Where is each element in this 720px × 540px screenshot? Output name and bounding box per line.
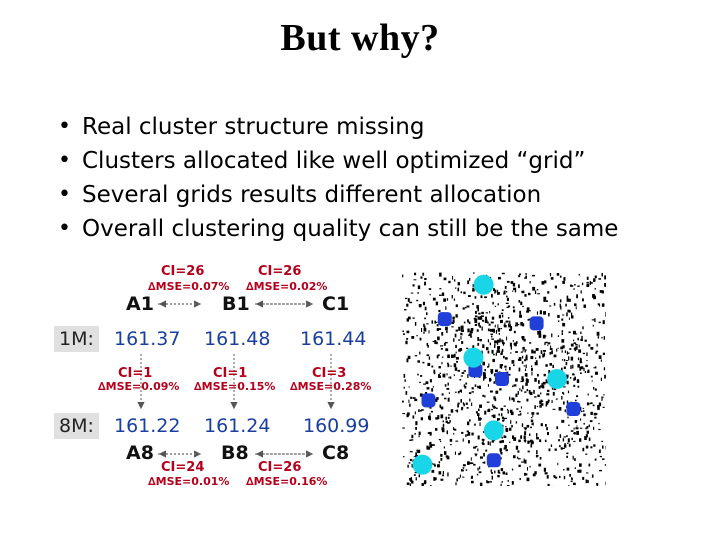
mse-value: 161.44: [300, 328, 367, 350]
row-label-8m: 8M:: [54, 413, 99, 439]
centroid-dark-marker: [495, 372, 509, 386]
centroid-light-marker: [473, 274, 494, 295]
mse-value: 161.22: [114, 415, 181, 437]
cluster-scatter-image: [402, 272, 608, 489]
clustering-comparison-diagram: CI=26 ∆MSE=0.07% CI=26 ∆MSE=0.02% A1 B1 …: [40, 258, 395, 498]
mse-label: ∆MSE=0.15%: [194, 380, 276, 393]
mse-value: 161.24: [204, 415, 271, 437]
node-label: B1: [222, 293, 250, 315]
bullet-dot-icon: •: [58, 114, 71, 139]
bullet-text: Several grids results different allocati…: [82, 182, 542, 208]
bullet-dot-icon: •: [58, 216, 71, 241]
ci-label: CI=1: [118, 366, 153, 381]
ci-label: CI=24: [161, 460, 205, 475]
centroid-dark-marker: [421, 393, 436, 408]
node-label: C8: [322, 442, 350, 464]
ci-label: CI=1: [213, 366, 248, 381]
bullet-item: • Clusters allocated like well optimized …: [58, 144, 618, 178]
ci-label: CI=3: [312, 366, 347, 381]
scatter-plot: [402, 272, 608, 489]
centroid-dark-marker: [437, 312, 452, 327]
bullet-item: • Overall clustering quality can still be…: [58, 212, 618, 246]
centroid-dark-marker: [486, 453, 501, 468]
bullet-text: Clusters allocated like well optimized “…: [82, 148, 586, 174]
node-label: C1: [322, 293, 350, 315]
ci-label: CI=26: [258, 264, 302, 279]
centroid-light-marker: [412, 454, 433, 475]
bullet-list: • Real cluster structure missing • Cluster…: [58, 110, 618, 246]
node-label: B8: [221, 442, 249, 464]
centroid-light-marker: [463, 347, 484, 368]
bullet-dot-icon: •: [58, 182, 71, 207]
mse-label: ∆MSE=0.09%: [98, 380, 180, 393]
noise-points: [402, 272, 608, 489]
centroid-light-marker: [547, 369, 567, 389]
mse-label: ∆MSE=0.02%: [246, 280, 328, 293]
row-label-1m: 1M:: [54, 326, 99, 352]
mse-label: ∆MSE=0.01%: [148, 475, 230, 488]
bullet-item: • Real cluster structure missing: [58, 110, 618, 144]
node-label: A8: [126, 442, 154, 464]
mse-label: ∆MSE=0.16%: [246, 475, 328, 488]
bullet-item: • Several grids results different allocat…: [58, 178, 618, 212]
slide-title: But why?: [280, 17, 440, 59]
bullet-text: Real cluster structure missing: [82, 114, 425, 140]
mse-label: ∆MSE=0.07%: [148, 280, 230, 293]
node-label: A1: [126, 293, 154, 315]
bullet-text: Overall clustering quality can still be …: [82, 216, 619, 242]
mse-value: 161.48: [204, 328, 271, 350]
mse-label: ∆MSE=0.28%: [290, 380, 372, 393]
mse-value: 160.99: [303, 415, 370, 437]
bullet-dot-icon: •: [58, 148, 71, 173]
centroid-light-marker: [483, 420, 504, 441]
centroid-dark-marker: [566, 402, 581, 416]
ci-label: CI=26: [258, 460, 302, 475]
mse-value: 161.37: [114, 328, 181, 350]
centroid-dark-marker: [529, 316, 544, 331]
ci-label: CI=26: [161, 264, 205, 279]
diagram-arrows: [137, 300, 335, 458]
